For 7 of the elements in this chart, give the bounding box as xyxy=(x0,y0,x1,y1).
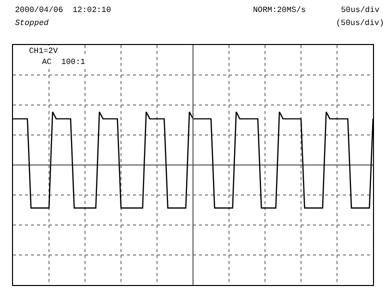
text: NORM:20MS/s xyxy=(253,6,306,15)
text: AC 100:1 xyxy=(42,58,86,67)
text: (50us/div) xyxy=(336,19,384,28)
text: 50us/div xyxy=(341,6,380,15)
text: 2000/04/06 12:02:10 xyxy=(15,6,112,15)
text: CH1=2V xyxy=(29,47,58,56)
text: Stopped xyxy=(15,19,49,28)
